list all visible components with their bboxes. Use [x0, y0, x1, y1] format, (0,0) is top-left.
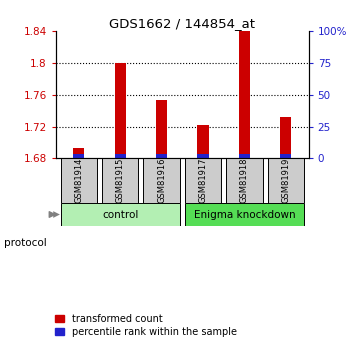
Bar	[114, 63, 126, 158]
Text: GSM81917: GSM81917	[199, 158, 208, 204]
FancyBboxPatch shape	[268, 158, 304, 203]
Bar	[114, 155, 126, 158]
Text: GSM81919: GSM81919	[281, 158, 290, 204]
FancyBboxPatch shape	[61, 158, 97, 203]
Title: GDS1662 / 144854_at: GDS1662 / 144854_at	[109, 17, 255, 30]
Bar	[280, 117, 291, 158]
Text: control: control	[102, 209, 138, 219]
Bar	[239, 155, 250, 158]
Bar	[280, 155, 291, 158]
Bar	[197, 155, 209, 158]
Bar	[156, 155, 167, 158]
FancyBboxPatch shape	[102, 158, 138, 203]
Bar	[156, 99, 167, 158]
FancyBboxPatch shape	[143, 158, 180, 203]
Bar	[197, 125, 209, 158]
Text: Enigma knockdown: Enigma knockdown	[193, 209, 295, 219]
FancyBboxPatch shape	[185, 203, 304, 226]
FancyBboxPatch shape	[226, 158, 263, 203]
FancyBboxPatch shape	[185, 158, 221, 203]
Text: GSM81914: GSM81914	[74, 158, 83, 204]
Text: GSM81918: GSM81918	[240, 158, 249, 204]
Legend: transformed count, percentile rank within the sample: transformed count, percentile rank withi…	[55, 314, 237, 337]
Bar	[239, 31, 250, 158]
Text: GSM81915: GSM81915	[116, 158, 125, 204]
FancyBboxPatch shape	[61, 203, 180, 226]
Text: protocol: protocol	[4, 238, 46, 248]
Text: GSM81916: GSM81916	[157, 158, 166, 204]
Bar	[73, 155, 84, 158]
Bar	[73, 148, 84, 158]
